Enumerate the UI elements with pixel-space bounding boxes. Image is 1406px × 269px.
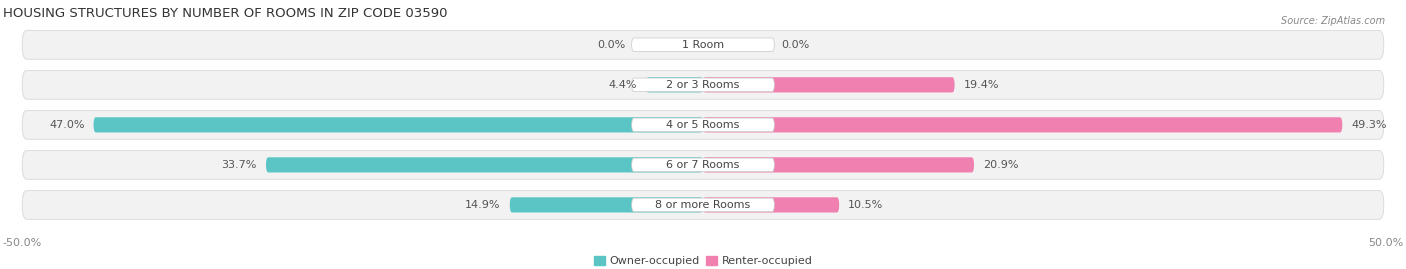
Text: -50.0%: -50.0% <box>3 238 42 248</box>
Text: 4.4%: 4.4% <box>609 80 637 90</box>
Text: 6 or 7 Rooms: 6 or 7 Rooms <box>666 160 740 170</box>
Text: 4 or 5 Rooms: 4 or 5 Rooms <box>666 120 740 130</box>
FancyBboxPatch shape <box>631 118 775 132</box>
Text: 10.5%: 10.5% <box>848 200 883 210</box>
Text: 2 or 3 Rooms: 2 or 3 Rooms <box>666 80 740 90</box>
Text: 0.0%: 0.0% <box>598 40 626 50</box>
Text: 19.4%: 19.4% <box>963 80 1000 90</box>
FancyBboxPatch shape <box>266 157 703 172</box>
Text: 8 or more Rooms: 8 or more Rooms <box>655 200 751 210</box>
FancyBboxPatch shape <box>631 158 775 172</box>
Text: 50.0%: 50.0% <box>1368 238 1403 248</box>
FancyBboxPatch shape <box>645 77 703 93</box>
FancyBboxPatch shape <box>703 157 974 172</box>
Text: 0.0%: 0.0% <box>780 40 808 50</box>
Text: HOUSING STRUCTURES BY NUMBER OF ROOMS IN ZIP CODE 03590: HOUSING STRUCTURES BY NUMBER OF ROOMS IN… <box>3 7 447 20</box>
Text: 20.9%: 20.9% <box>983 160 1018 170</box>
FancyBboxPatch shape <box>703 77 955 93</box>
FancyBboxPatch shape <box>703 197 839 213</box>
FancyBboxPatch shape <box>510 197 703 213</box>
Legend: Owner-occupied, Renter-occupied: Owner-occupied, Renter-occupied <box>589 251 817 269</box>
FancyBboxPatch shape <box>94 117 703 132</box>
FancyBboxPatch shape <box>22 190 1384 219</box>
Text: 1 Room: 1 Room <box>682 40 724 50</box>
Text: 14.9%: 14.9% <box>465 200 501 210</box>
FancyBboxPatch shape <box>631 78 775 92</box>
FancyBboxPatch shape <box>22 70 1384 99</box>
Text: 49.3%: 49.3% <box>1351 120 1386 130</box>
FancyBboxPatch shape <box>22 150 1384 179</box>
Text: 33.7%: 33.7% <box>222 160 257 170</box>
FancyBboxPatch shape <box>22 30 1384 59</box>
Text: 47.0%: 47.0% <box>49 120 84 130</box>
FancyBboxPatch shape <box>631 38 775 52</box>
FancyBboxPatch shape <box>22 111 1384 139</box>
FancyBboxPatch shape <box>631 198 775 212</box>
FancyBboxPatch shape <box>703 117 1343 132</box>
Text: Source: ZipAtlas.com: Source: ZipAtlas.com <box>1281 16 1385 26</box>
